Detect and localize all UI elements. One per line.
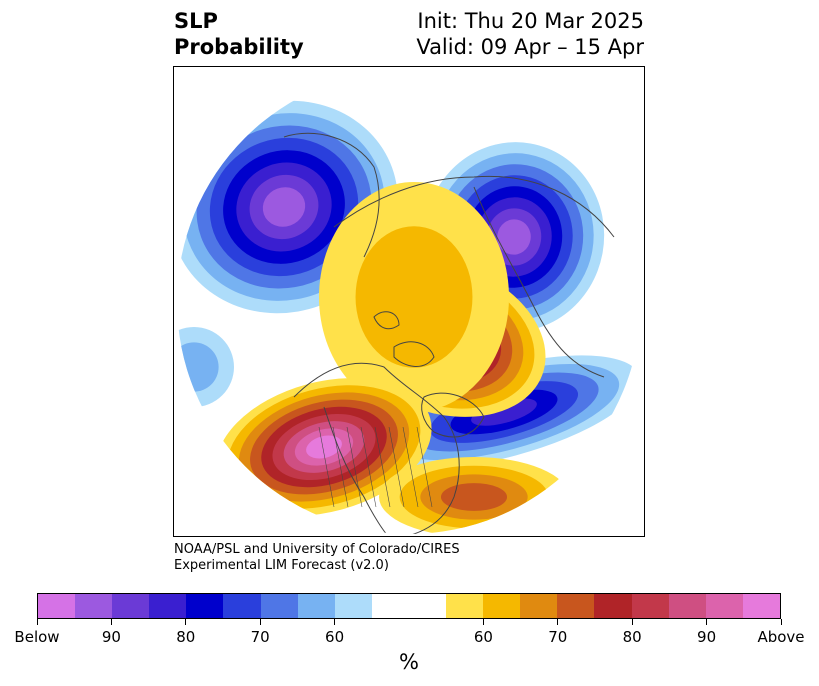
colorbar-tick-mark	[334, 619, 336, 625]
coastline	[373, 311, 400, 330]
colorbar-swatch	[297, 594, 335, 618]
colorbar-tick-mark	[706, 619, 708, 625]
below-normal-contour	[262, 187, 306, 227]
colorbar-tick-label: 90	[697, 628, 717, 646]
polar-map-svg	[177, 70, 641, 534]
colorbar-tick-label: 90	[101, 628, 121, 646]
colorbar-tick-label: Above	[757, 628, 805, 646]
state-border	[402, 426, 419, 508]
colorbar-swatch	[520, 594, 558, 618]
coastline	[293, 362, 460, 534]
colorbar-tick-mark	[36, 619, 38, 625]
colorbar-swatch	[668, 594, 706, 618]
title-line-2: Probability	[174, 35, 304, 59]
coastline	[421, 392, 485, 438]
map-title: SLP Probability	[174, 8, 304, 60]
state-border	[318, 426, 335, 508]
colorbar-swatch	[705, 594, 743, 618]
colorbar-swatch	[260, 594, 298, 618]
below-normal-contour	[497, 219, 531, 255]
colorbar-swatch	[186, 594, 224, 618]
colorbar-tick-mark	[185, 619, 187, 625]
state-border	[374, 426, 391, 508]
probability-map	[173, 66, 645, 537]
colorbar-swatch	[371, 594, 447, 618]
credit-text: NOAA/PSL and University of Colorado/CIRE…	[174, 542, 460, 574]
colorbar	[37, 593, 781, 619]
coastline	[283, 132, 380, 258]
coastline	[333, 175, 615, 238]
colorbar-swatch	[557, 594, 595, 618]
colorbar-swatch	[334, 594, 372, 618]
colorbar-tick-mark	[631, 619, 633, 625]
colorbar-swatch	[38, 594, 76, 618]
probability-contours	[177, 100, 640, 534]
colorbar-tick-label: 70	[548, 628, 568, 646]
colorbar-tick-label: 80	[622, 628, 642, 646]
state-border	[346, 426, 363, 508]
credit-line-1: NOAA/PSL and University of Colorado/CIRE…	[174, 542, 460, 557]
colorbar-swatch	[149, 594, 187, 618]
state-border	[388, 426, 405, 508]
coastline	[473, 186, 605, 378]
colorbar-swatch	[742, 594, 780, 618]
colorbar-tick-mark	[110, 619, 112, 625]
colorbar-swatch	[446, 594, 484, 618]
coastline	[323, 406, 390, 534]
state-border	[360, 426, 377, 508]
state-border	[332, 426, 349, 508]
above-normal-contour	[306, 435, 342, 459]
coastlines	[283, 132, 615, 534]
colorbar-tick-mark	[780, 619, 782, 625]
colorbar-unit: %	[399, 650, 419, 674]
forecast-dates: Init: Thu 20 Mar 2025 Valid: 09 Apr – 15…	[416, 8, 644, 60]
colorbar-swatch	[112, 594, 150, 618]
colorbar-tick-mark	[259, 619, 261, 625]
title-line-1: SLP	[174, 9, 218, 33]
colorbar-swatch	[594, 594, 632, 618]
colorbar-swatch	[75, 594, 113, 618]
colorbar-swatch	[483, 594, 521, 618]
valid-range: Valid: 09 Apr – 15 Apr	[416, 35, 644, 59]
credit-line-2: Experimental LIM Forecast (v2.0)	[174, 558, 389, 573]
colorbar-tick-mark	[482, 619, 484, 625]
colorbar-tick-label: 70	[250, 628, 270, 646]
init-date: Init: Thu 20 Mar 2025	[417, 9, 644, 33]
colorbar-tick-label: Below	[14, 628, 60, 646]
coastline	[393, 341, 435, 367]
above-normal-contour	[440, 483, 508, 511]
state-border	[416, 426, 433, 508]
above-normal-contour	[355, 226, 473, 368]
colorbar-swatch	[631, 594, 669, 618]
colorbar-tick-label: 60	[325, 628, 345, 646]
below-normal-contour	[471, 398, 537, 426]
colorbar-tick-label: 60	[473, 628, 493, 646]
colorbar-swatch	[223, 594, 261, 618]
colorbar-tick-mark	[557, 619, 559, 625]
colorbar-tick-label: 80	[176, 628, 196, 646]
